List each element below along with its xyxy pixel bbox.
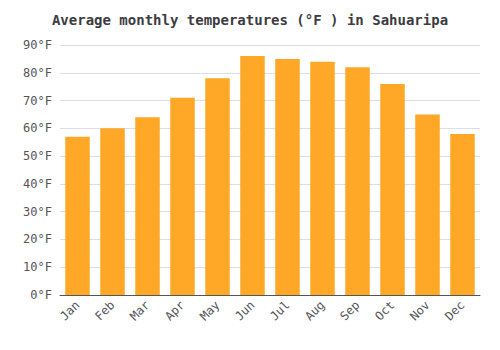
svg-text:Dec: Dec: [442, 298, 467, 323]
svg-text:May: May: [197, 298, 222, 323]
svg-text:90°F: 90°F: [23, 38, 52, 52]
svg-text:Jul: Jul: [267, 298, 292, 323]
svg-text:0°F: 0°F: [30, 288, 52, 302]
svg-text:Sep: Sep: [337, 298, 362, 323]
svg-text:10°F: 10°F: [23, 260, 52, 274]
svg-text:70°F: 70°F: [23, 94, 52, 108]
svg-text:80°F: 80°F: [23, 66, 52, 80]
svg-text:20°F: 20°F: [23, 232, 52, 246]
svg-text:50°F: 50°F: [23, 149, 52, 163]
svg-text:60°F: 60°F: [23, 121, 52, 135]
svg-text:Nov: Nov: [407, 298, 432, 323]
svg-text:Aug: Aug: [302, 298, 327, 323]
svg-text:Mar: Mar: [127, 298, 152, 323]
svg-text:Jan: Jan: [57, 298, 82, 323]
svg-text:Jun: Jun: [232, 298, 257, 323]
svg-text:Feb: Feb: [92, 298, 117, 323]
svg-text:Apr: Apr: [162, 298, 187, 323]
svg-text:30°F: 30°F: [23, 205, 52, 219]
svg-text:40°F: 40°F: [23, 177, 52, 191]
svg-text:Average monthly temperatures (: Average monthly temperatures (°F ) in Sa…: [52, 12, 448, 28]
svg-text:Oct: Oct: [372, 298, 397, 323]
